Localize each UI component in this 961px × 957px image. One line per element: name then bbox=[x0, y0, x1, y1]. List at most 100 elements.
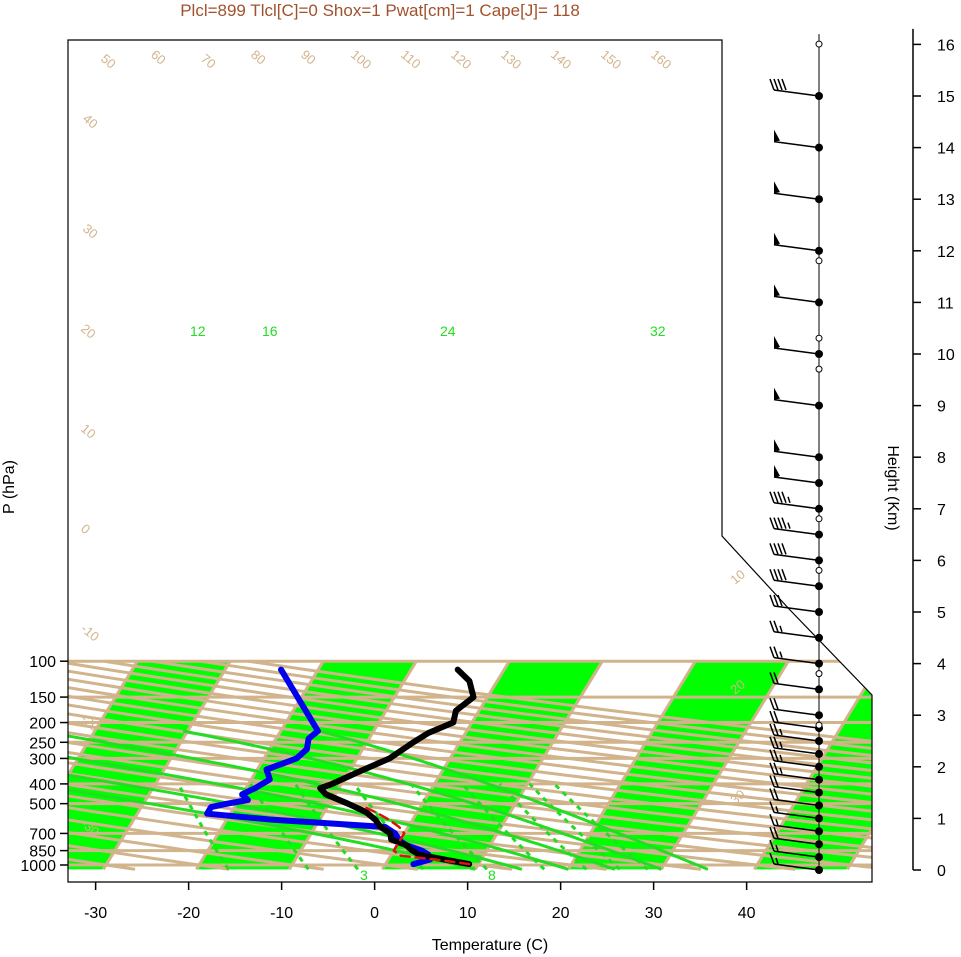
isotherm-label: 0 bbox=[727, 461, 742, 477]
height-tick-label: 1 bbox=[937, 811, 946, 828]
wind-barb bbox=[773, 656, 820, 665]
wind-open-dot bbox=[815, 365, 823, 373]
wind-half-feather bbox=[779, 767, 783, 774]
dry-adiabat-label: 10 bbox=[78, 421, 99, 442]
wind-flag bbox=[774, 336, 780, 348]
wind-feather bbox=[769, 801, 775, 813]
height-tick-label: 15 bbox=[937, 89, 955, 106]
height-tick-label: 0 bbox=[937, 863, 946, 880]
moist-adiabat-line bbox=[318, 729, 709, 871]
wind-half-feather bbox=[787, 522, 791, 529]
moist-adiabat-line bbox=[68, 729, 616, 871]
wind-barb bbox=[773, 605, 820, 613]
isotherm-line bbox=[102, 660, 232, 871]
wind-open-dot bbox=[815, 257, 823, 265]
dry-adiabat-label: 140 bbox=[548, 47, 574, 72]
dry-adiabat-line bbox=[68, 659, 872, 871]
wind-open-dot bbox=[815, 334, 823, 342]
wind-feather bbox=[769, 491, 775, 504]
pressure-tick-label: 100 bbox=[29, 654, 56, 671]
wind-feather bbox=[773, 594, 779, 607]
plot-area: 50 60 70 80 90 100 110 120 130 140 150 160403020100… bbox=[68, 47, 872, 882]
wind-feather bbox=[769, 710, 775, 723]
wind-feather bbox=[781, 568, 787, 581]
chart-title: Plcl=899 Tlcl[C]=0 Shox=1 Pwat[cm]=1 Cap… bbox=[180, 1, 580, 20]
wind-open-dot bbox=[815, 40, 823, 48]
moist-adiabat-line bbox=[182, 729, 662, 871]
wind-half-feather bbox=[779, 728, 783, 736]
dry-adiabat-line bbox=[68, 659, 872, 871]
wind-feather bbox=[773, 775, 779, 787]
dry-adiabat-line bbox=[68, 659, 419, 871]
wind-feather bbox=[769, 723, 775, 736]
wind-feather bbox=[769, 543, 775, 555]
wind-half-feather bbox=[779, 741, 783, 749]
wind-barb bbox=[773, 708, 820, 716]
wind-flag bbox=[774, 181, 780, 194]
mixing-ratio-label: 12 bbox=[190, 323, 206, 339]
wind-feather bbox=[773, 762, 779, 774]
wind-half-feather bbox=[775, 341, 779, 349]
wind-half-feather bbox=[775, 444, 779, 452]
dry-adiabat-line bbox=[68, 659, 872, 871]
wind-feather bbox=[773, 672, 779, 684]
wind-feather bbox=[777, 78, 783, 91]
height-tick-label: 5 bbox=[937, 605, 946, 622]
wind-half-feather bbox=[775, 806, 779, 813]
dry-adiabat-label: 110 bbox=[398, 47, 424, 72]
wind-open-dot bbox=[815, 670, 823, 678]
dry-adiabat-line bbox=[68, 659, 702, 871]
wind-feather bbox=[773, 517, 779, 529]
wind-feather bbox=[773, 788, 779, 800]
wind-flag bbox=[774, 129, 780, 142]
wind-barb bbox=[773, 398, 820, 407]
mixing-ratio-line bbox=[176, 783, 230, 871]
wind-flag bbox=[774, 439, 780, 452]
mixing-ratio-line bbox=[249, 783, 310, 871]
dry-adiabat-label: 40 bbox=[80, 111, 101, 132]
wind-barb bbox=[773, 450, 820, 458]
wind-barb bbox=[773, 140, 820, 149]
pressure-tick-label: 150 bbox=[29, 690, 56, 707]
dry-adiabat-label: 50 bbox=[98, 51, 119, 72]
dewpoint-line bbox=[204, 666, 434, 868]
wind-feather bbox=[773, 543, 779, 555]
wind-feather bbox=[777, 491, 783, 504]
temperature-line bbox=[317, 666, 477, 868]
mixing-ratio-label: 16 bbox=[262, 323, 278, 339]
wind-feather bbox=[773, 697, 779, 710]
wind-half-feather bbox=[775, 819, 779, 826]
dry-adiabat-line bbox=[68, 659, 607, 871]
wind-feather bbox=[769, 672, 775, 684]
temperature-tick-label: 20 bbox=[552, 905, 570, 922]
dry-adiabat-label: -10 bbox=[78, 621, 102, 645]
temperature-tick-label: 10 bbox=[459, 905, 477, 922]
dry-adiabat-line bbox=[68, 659, 872, 871]
dry-adiabat-label: 80 bbox=[248, 47, 269, 68]
dry-adiabat-line bbox=[68, 659, 230, 871]
pressure-tick-label: 400 bbox=[29, 777, 56, 794]
wind-barb bbox=[773, 89, 820, 97]
wind-half-feather bbox=[775, 844, 779, 852]
wind-feather bbox=[769, 839, 775, 852]
height-tick-label: 11 bbox=[937, 295, 954, 312]
wind-barb bbox=[773, 785, 820, 794]
dry-adiabat-line bbox=[68, 659, 872, 871]
x-axis-label: Temperature (C) bbox=[432, 937, 548, 954]
wind-half-feather bbox=[779, 625, 783, 633]
pressure-tick-label: 500 bbox=[29, 797, 56, 814]
wind-feather bbox=[777, 594, 783, 607]
height-tick-label: 14 bbox=[937, 141, 955, 158]
temperature-tick-label: -20 bbox=[177, 905, 200, 922]
height-tick-label: 6 bbox=[937, 553, 946, 570]
pressure-tick-label: 1000 bbox=[20, 858, 56, 875]
wind-feather bbox=[769, 517, 775, 529]
dry-adiabat-label: 130 bbox=[498, 47, 524, 72]
mixing-ratio-line bbox=[498, 782, 588, 871]
dry-adiabat-line bbox=[68, 659, 513, 871]
dry-adiabat-line bbox=[68, 659, 872, 871]
wind-feather bbox=[777, 517, 783, 529]
wind-feather bbox=[769, 697, 775, 710]
wind-flag bbox=[774, 465, 780, 477]
dry-adiabat-label: 90 bbox=[298, 47, 319, 68]
